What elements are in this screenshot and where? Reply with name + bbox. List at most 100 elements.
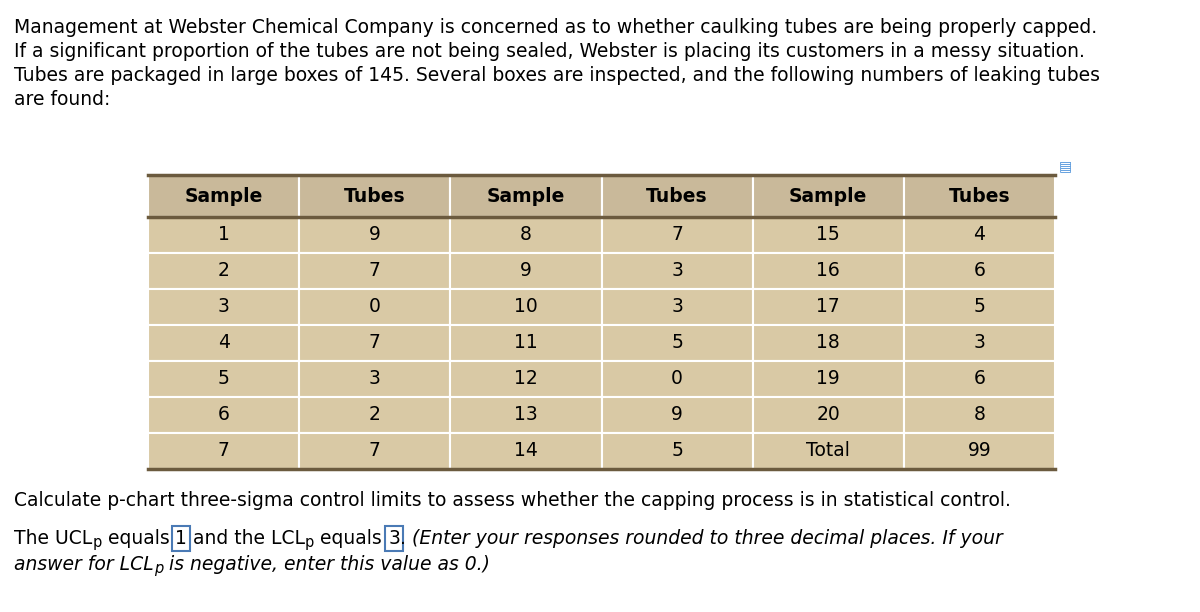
Text: 3: 3 <box>217 297 229 316</box>
Text: 1: 1 <box>217 225 229 245</box>
Bar <box>904 397 1055 433</box>
Text: p: p <box>154 561 163 576</box>
Text: 13: 13 <box>514 406 538 425</box>
Text: 3: 3 <box>388 529 400 548</box>
Text: and the LCL: and the LCL <box>187 529 305 548</box>
Text: (Enter your responses rounded to three decimal places. If your: (Enter your responses rounded to three d… <box>412 529 1003 548</box>
Text: 2: 2 <box>368 406 380 425</box>
Text: 9: 9 <box>368 225 380 245</box>
Bar <box>148 253 299 289</box>
Bar <box>148 433 299 469</box>
Bar <box>601 433 752 469</box>
Bar <box>601 397 752 433</box>
Bar <box>299 253 450 289</box>
Bar <box>601 217 752 253</box>
Bar <box>752 325 904 361</box>
Text: 5: 5 <box>671 441 683 460</box>
Bar <box>904 289 1055 325</box>
Text: Sample: Sample <box>185 187 263 206</box>
Text: ▤: ▤ <box>1060 159 1072 173</box>
Text: 7: 7 <box>368 334 380 353</box>
Text: Tubes: Tubes <box>647 187 708 206</box>
Text: 0: 0 <box>671 370 683 389</box>
Text: 7: 7 <box>368 441 380 460</box>
Text: Sample: Sample <box>487 187 565 206</box>
Bar <box>148 397 299 433</box>
Text: .: . <box>400 529 412 548</box>
Text: 4: 4 <box>973 225 985 245</box>
Text: Total: Total <box>806 441 850 460</box>
Bar <box>450 325 601 361</box>
Text: 6: 6 <box>973 261 985 280</box>
Text: 3: 3 <box>671 261 683 280</box>
Bar <box>299 397 450 433</box>
Text: 6: 6 <box>973 370 985 389</box>
Bar <box>752 397 904 433</box>
Bar <box>299 433 450 469</box>
Bar <box>904 253 1055 289</box>
Text: 16: 16 <box>816 261 840 280</box>
Text: 11: 11 <box>514 334 538 353</box>
Text: Management at Webster Chemical Company is concerned as to whether caulking tubes: Management at Webster Chemical Company i… <box>14 18 1097 37</box>
Bar <box>450 175 601 217</box>
Bar <box>752 433 904 469</box>
Bar <box>299 175 450 217</box>
Text: 7: 7 <box>217 441 229 460</box>
Text: If a significant proportion of the tubes are not being sealed, Webster is placin: If a significant proportion of the tubes… <box>14 42 1085 61</box>
Bar <box>601 253 752 289</box>
Bar <box>450 397 601 433</box>
Text: p: p <box>92 535 102 550</box>
Text: 7: 7 <box>368 261 380 280</box>
Bar <box>904 361 1055 397</box>
Bar <box>450 217 601 253</box>
Bar <box>601 361 752 397</box>
Bar <box>299 361 450 397</box>
Text: 8: 8 <box>520 225 532 245</box>
Text: equals: equals <box>102 529 175 548</box>
Bar <box>450 433 601 469</box>
Bar <box>601 325 752 361</box>
Text: 5: 5 <box>973 297 985 316</box>
Bar <box>148 325 299 361</box>
Text: 10: 10 <box>514 297 538 316</box>
Bar <box>904 175 1055 217</box>
Text: answer for LCL: answer for LCL <box>14 555 154 574</box>
Text: 18: 18 <box>816 334 840 353</box>
Text: 3: 3 <box>671 297 683 316</box>
Bar <box>904 217 1055 253</box>
Text: 2: 2 <box>217 261 229 280</box>
Text: 15: 15 <box>816 225 840 245</box>
Bar <box>450 361 601 397</box>
Text: 8: 8 <box>973 406 985 425</box>
Bar <box>752 253 904 289</box>
Text: p: p <box>305 535 314 550</box>
Text: 4: 4 <box>217 334 229 353</box>
Text: 12: 12 <box>514 370 538 389</box>
Text: 1: 1 <box>175 529 187 548</box>
Bar <box>752 217 904 253</box>
Bar <box>450 289 601 325</box>
Text: 9: 9 <box>520 261 532 280</box>
Bar <box>752 175 904 217</box>
Bar <box>148 175 299 217</box>
Bar <box>148 289 299 325</box>
Text: equals: equals <box>314 529 388 548</box>
Text: Tubes: Tubes <box>949 187 1010 206</box>
Bar <box>904 325 1055 361</box>
Bar <box>601 289 752 325</box>
Text: 9: 9 <box>671 406 683 425</box>
Text: 3: 3 <box>368 370 380 389</box>
Text: Tubes are packaged in large boxes of 145. Several boxes are inspected, and the f: Tubes are packaged in large boxes of 145… <box>14 66 1100 85</box>
Bar <box>601 175 752 217</box>
Text: 3: 3 <box>973 334 985 353</box>
Text: 5: 5 <box>671 334 683 353</box>
Bar <box>752 361 904 397</box>
Text: 17: 17 <box>816 297 840 316</box>
Text: 99: 99 <box>967 441 991 460</box>
Bar <box>299 289 450 325</box>
Text: are found:: are found: <box>14 90 110 109</box>
Text: 7: 7 <box>671 225 683 245</box>
Bar <box>450 253 601 289</box>
Text: is negative, enter this value as 0.): is negative, enter this value as 0.) <box>163 555 490 574</box>
Bar <box>904 433 1055 469</box>
